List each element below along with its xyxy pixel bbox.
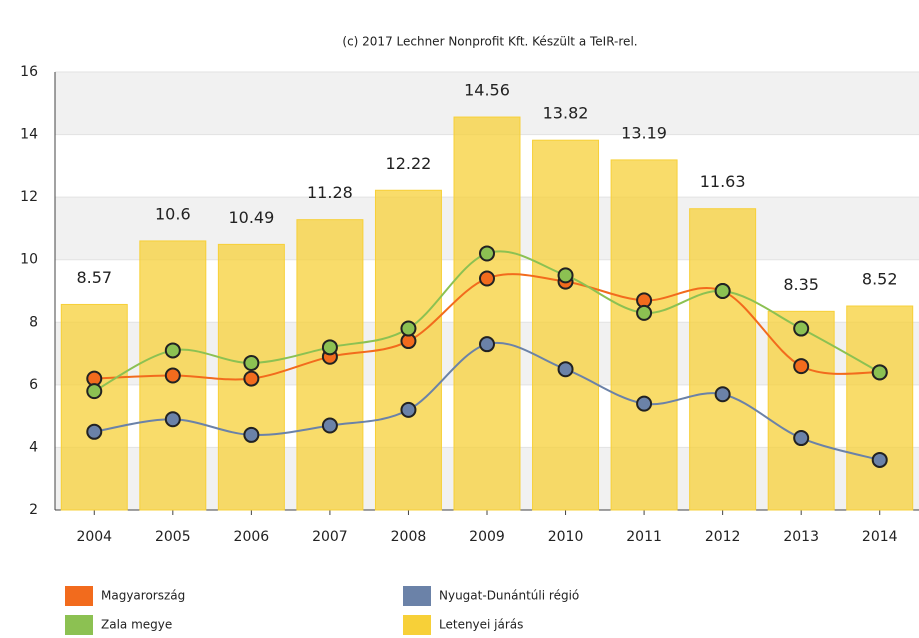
value-label: 12.22 xyxy=(386,154,432,173)
x-tick-label: 2004 xyxy=(76,529,112,545)
legend-label: Magyarország xyxy=(101,589,185,603)
legend-swatch xyxy=(65,586,93,606)
x-tick-label: 2011 xyxy=(626,529,662,545)
point xyxy=(479,245,495,262)
point xyxy=(400,401,417,418)
legend-label: Letenyei járás xyxy=(439,618,523,632)
bar xyxy=(374,189,442,511)
bar xyxy=(846,305,914,511)
x-tick-label: 2005 xyxy=(155,529,191,545)
point xyxy=(636,304,653,321)
bar xyxy=(689,208,757,511)
bar xyxy=(453,116,521,511)
y-tick-label: 4 xyxy=(29,439,38,455)
legend-swatch xyxy=(403,615,431,635)
y-tick-label: 10 xyxy=(20,252,38,268)
value-label: 11.28 xyxy=(307,183,353,202)
point xyxy=(86,423,103,440)
bar xyxy=(532,139,600,511)
point xyxy=(243,426,260,443)
point xyxy=(400,320,417,337)
point xyxy=(557,361,574,378)
value-label: 11.63 xyxy=(700,172,746,191)
point xyxy=(557,267,574,284)
legend-swatch xyxy=(403,586,431,606)
point xyxy=(714,283,731,299)
y-tick-label: 8 xyxy=(29,314,38,330)
point xyxy=(321,339,338,356)
y-tick-label: 2 xyxy=(29,502,38,518)
value-label: 10.49 xyxy=(228,208,274,227)
point xyxy=(479,270,495,287)
x-tick-label: 2006 xyxy=(234,529,270,545)
bar xyxy=(610,159,678,511)
y-tick-label: 16 xyxy=(20,64,38,80)
value-label: 10.6 xyxy=(155,204,191,223)
point xyxy=(164,367,181,384)
value-label: 13.82 xyxy=(543,104,589,123)
bar xyxy=(60,303,128,511)
bar xyxy=(767,310,835,511)
value-label: 8.57 xyxy=(76,268,112,287)
value-label: 14.56 xyxy=(464,81,510,100)
y-tick-label: 14 xyxy=(20,127,38,143)
legend-label: Zala megye xyxy=(101,618,172,632)
point xyxy=(793,320,810,337)
point xyxy=(636,395,653,412)
bar xyxy=(296,219,364,511)
x-tick-label: 2012 xyxy=(705,529,741,545)
x-tick-label: 2013 xyxy=(783,529,819,545)
point xyxy=(793,358,810,375)
point xyxy=(714,386,731,403)
point xyxy=(164,342,181,359)
y-tick-label: 12 xyxy=(20,189,38,205)
y-tick-label: 6 xyxy=(29,377,38,393)
value-label: 8.52 xyxy=(862,270,898,289)
point xyxy=(164,411,181,428)
point xyxy=(871,364,888,381)
x-tick-label: 2014 xyxy=(862,529,898,545)
legend-swatch xyxy=(65,615,93,635)
x-tick-label: 2009 xyxy=(469,529,505,545)
point xyxy=(871,451,888,468)
point xyxy=(243,370,260,387)
value-label: 8.35 xyxy=(783,275,819,294)
x-tick-label: 2010 xyxy=(548,529,584,545)
x-tick-label: 2007 xyxy=(312,529,348,545)
point xyxy=(243,354,260,371)
value-label: 13.19 xyxy=(621,123,667,142)
point xyxy=(793,430,810,447)
point xyxy=(86,383,103,400)
chart-title: (c) 2017 Lechner Nonprofit Kft. Készült … xyxy=(342,35,637,49)
legend-label: Nyugat-Dunántúli régió xyxy=(439,589,579,603)
point xyxy=(479,336,495,353)
point xyxy=(321,417,338,434)
x-tick-label: 2008 xyxy=(391,529,427,545)
